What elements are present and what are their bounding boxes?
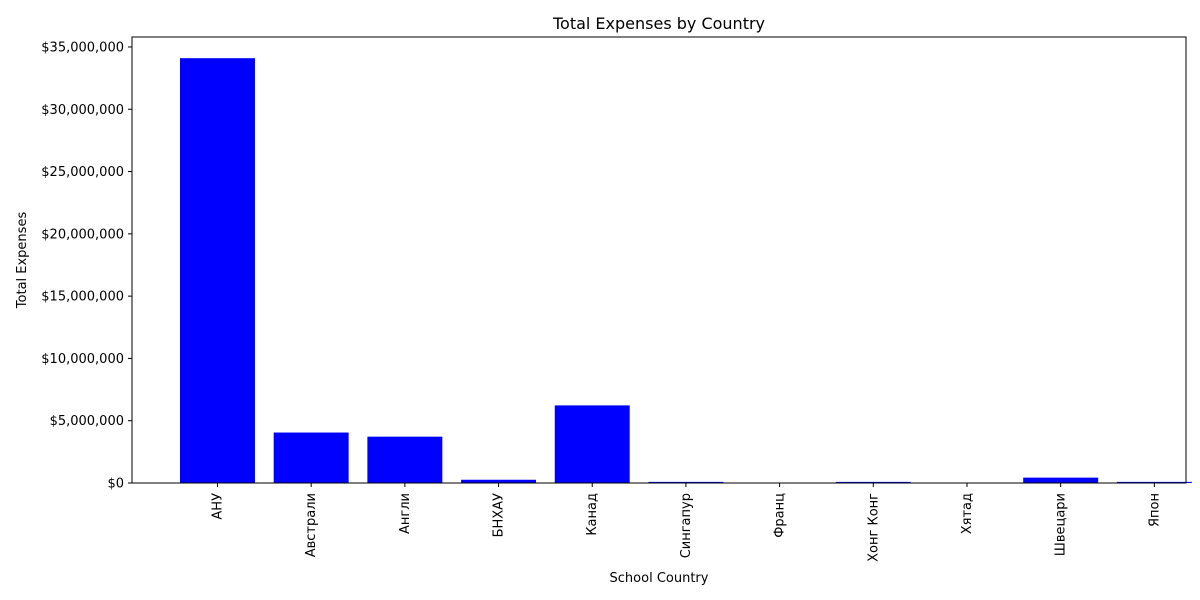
bar-4 — [554, 405, 630, 483]
bar-7 — [835, 481, 911, 483]
y-tick-label-6: $30,000,000 — [41, 103, 124, 118]
chart-title: Total Expenses by Country — [552, 14, 765, 33]
x-axis: АНУ Австрали Англи БНХАУ Канад Сингапур Франц Х… — [210, 483, 1162, 562]
bar-10 — [1116, 481, 1192, 483]
bar-5 — [648, 481, 724, 483]
bars-layer — [180, 58, 1192, 484]
y-axis: $0 $5,000,000 $10,000,000 $15,000,000 $20,00… — [41, 40, 132, 492]
y-tick-label-5: $25,000,000 — [41, 165, 124, 180]
y-axis-title: Total Expenses — [15, 212, 30, 310]
bar-0 — [180, 58, 255, 484]
bar-9 — [1023, 477, 1099, 483]
x-tick-label-2: Англи — [398, 493, 413, 534]
bar-2 — [367, 436, 443, 483]
bar-1 — [273, 432, 349, 483]
y-tick-label-7: $35,000,000 — [41, 40, 124, 55]
x-tick-label-0: АНУ — [210, 493, 225, 520]
x-tick-label-7: Хонг Конг — [866, 493, 881, 562]
x-tick-label-8: Хятад — [960, 493, 975, 534]
y-tick-label-1: $5,000,000 — [50, 414, 124, 429]
x-tick-label-10: Япон — [1147, 493, 1162, 527]
x-tick-label-5: Сингапур — [679, 493, 694, 558]
bar-3 — [461, 479, 537, 483]
x-tick-label-3: БНХАУ — [492, 493, 507, 537]
y-tick-label-0: $0 — [107, 477, 124, 492]
x-tick-label-6: Франц — [773, 493, 788, 538]
y-tick-label-2: $10,000,000 — [41, 352, 124, 367]
plot-frame — [131, 36, 1187, 484]
y-tick-label-4: $20,000,000 — [41, 227, 124, 242]
x-tick-label-1: Австрали — [304, 493, 319, 557]
x-tick-label-4: Канад — [585, 493, 600, 536]
x-tick-label-9: Швецари — [1054, 493, 1069, 556]
x-axis-title: School Country — [610, 571, 709, 586]
y-tick-label-3: $15,000,000 — [41, 290, 124, 305]
